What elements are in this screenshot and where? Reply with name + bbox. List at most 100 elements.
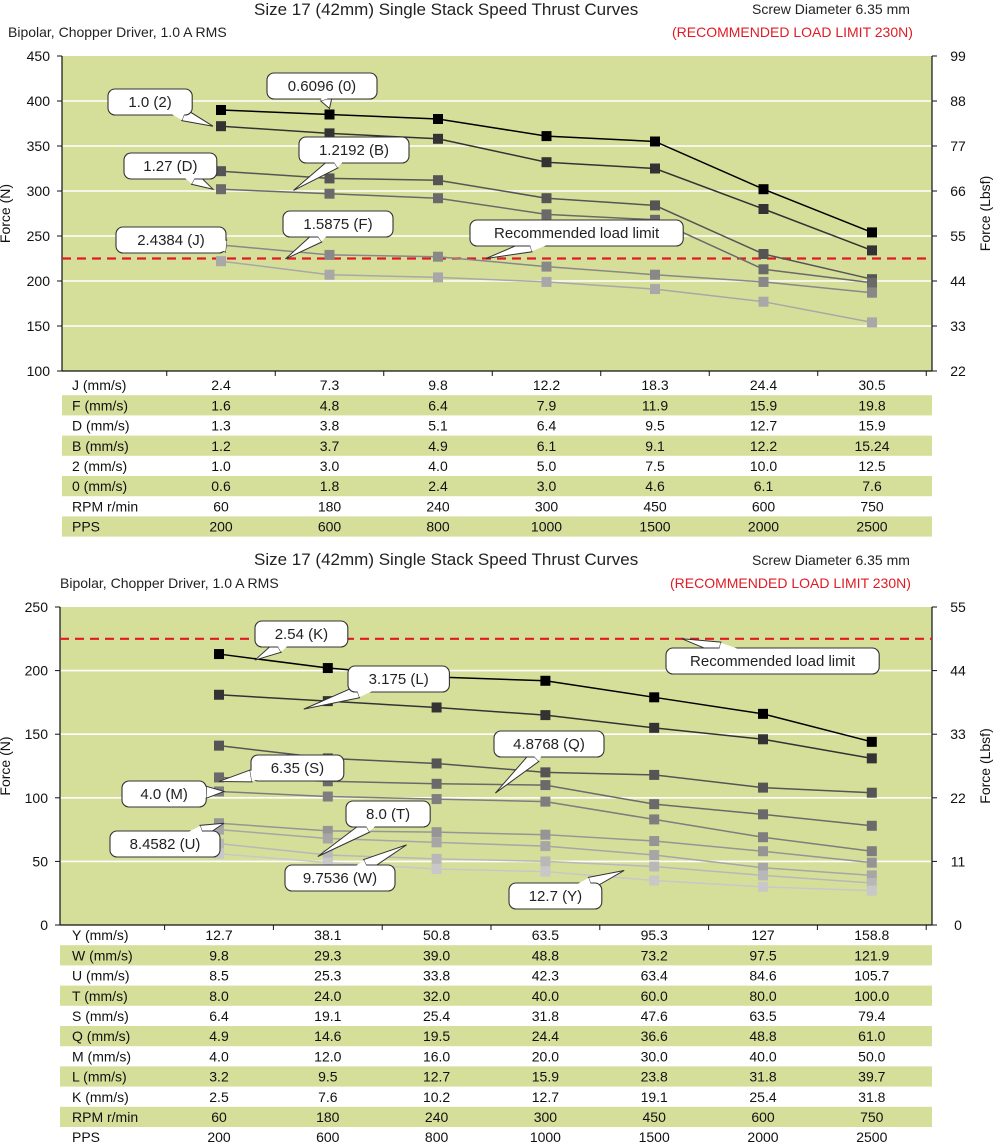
table-cell: 2.5 [209,1089,229,1105]
data-point [540,829,551,840]
table-cell: 12.5 [858,458,885,474]
data-point [649,799,660,810]
series-callout: 2.4384 (J) [115,226,228,254]
table-cell: 6.4 [428,397,448,413]
table-cell: 800 [425,1129,449,1144]
table-cell: 9.5 [645,418,665,434]
data-point [540,841,551,852]
y2-tick-label: 33 [950,726,966,742]
data-point [649,769,660,780]
table-cell: 20.0 [532,1048,559,1064]
y2-tick-label: 66 [950,183,966,199]
table-cell: 40.0 [532,988,559,1004]
table-row-label: RPM r/min [72,1109,138,1125]
series-callout: 4.0 (M) [121,780,226,808]
table-row-label: U (mm/s) [72,968,130,984]
table-cell: 19.8 [858,397,885,413]
table-row-label: M (mm/s) [72,1048,131,1064]
data-point [650,136,660,147]
table-cell: 60.0 [641,988,668,1004]
data-point [866,846,877,857]
data-point [214,824,224,835]
table-cell: 9.5 [318,1069,338,1085]
table-row-label: B (mm/s) [72,438,129,454]
table-cell: 15.9 [532,1069,559,1085]
table-cell: 2.4 [428,478,448,494]
data-point [758,846,768,857]
y-tick-label: 50 [32,853,48,869]
table-cell: 800 [426,519,450,535]
table-cell: 60 [211,1109,227,1125]
y-tick-label: 100 [27,363,51,379]
y-tick-label: 300 [27,183,51,199]
table-cell: 300 [534,1109,558,1125]
table-cell: 16.0 [423,1048,450,1064]
y2-tick-label: 22 [950,790,966,806]
y-tick-label: 450 [27,48,51,64]
table-cell: 63.5 [532,927,559,943]
table-cell: 600 [751,1109,775,1125]
table-cell: 12.2 [750,438,777,454]
table-row-label: W (mm/s) [72,947,133,963]
y-tick-label: 200 [27,273,51,289]
y-tick-label: 250 [25,599,49,615]
table-cell: 158.8 [854,927,889,943]
data-point [650,269,660,280]
table-cell: 7.5 [645,458,665,474]
table-row-label: PPS [72,519,100,535]
data-point [541,193,552,204]
table-cell: 73.2 [641,947,668,963]
table-cell: 3.0 [537,478,557,494]
y2-tick-label: 55 [950,228,966,244]
callout-label: 1.27 (D) [143,158,197,175]
table-cell: 24.4 [532,1028,559,1044]
table-cell: 6.4 [537,418,557,434]
table-cell: 3.0 [320,458,340,474]
data-point [540,675,551,686]
table-cell: 63.5 [749,1008,776,1024]
table-cell: 300 [535,498,559,514]
data-point [866,878,877,889]
table-cell: 97.5 [749,947,776,963]
table-cell: 180 [318,498,342,514]
table-cell: 48.8 [749,1028,776,1044]
y-tick-label: 350 [27,138,51,154]
data-point [758,809,768,820]
series-callout: 12.7 (Y) [508,869,625,910]
table-cell: 19.5 [423,1028,450,1044]
table-cell: 25.4 [749,1089,776,1105]
table-cell: 60 [213,498,229,514]
series-callout: 1.5875 (F) [282,210,394,260]
table-cell: 1500 [639,1129,670,1144]
series-callout: 8.4582 (U) [109,822,225,858]
callout-label: 2.54 (K) [275,626,328,643]
data-point [540,780,551,791]
data-point [758,832,768,843]
table-row-label: K (mm/s) [72,1089,129,1105]
callout-label: 12.7 (Y) [529,888,582,905]
chart-subtitle: Bipolar, Chopper Driver, 1.0 A RMS [8,24,227,40]
table-cell: 6.1 [537,438,557,454]
table-cell: 4.0 [209,1048,229,1064]
table-row-label: T (mm/s) [72,988,128,1004]
data-point [322,791,333,802]
data-point [540,856,551,867]
table-cell: 84.6 [749,968,776,984]
table-cell: 1500 [639,519,670,535]
table-row-label: Y (mm/s) [72,927,129,943]
data-point [541,157,552,168]
data-point [758,249,769,259]
data-point [867,287,877,298]
series-callout: 2.54 (K) [254,620,349,661]
data-point [322,825,333,836]
table-row-label: F (mm/s) [72,397,128,413]
data-point [433,133,443,144]
table-cell: 50.0 [858,1048,885,1064]
data-point [431,864,442,875]
table-cell: 12.7 [205,927,232,943]
callout-label: 2.4384 (J) [137,232,205,249]
table-row-stripe [62,516,932,537]
y2-tick-label: 22 [950,363,966,379]
data-point [866,736,877,747]
data-point [433,114,443,124]
